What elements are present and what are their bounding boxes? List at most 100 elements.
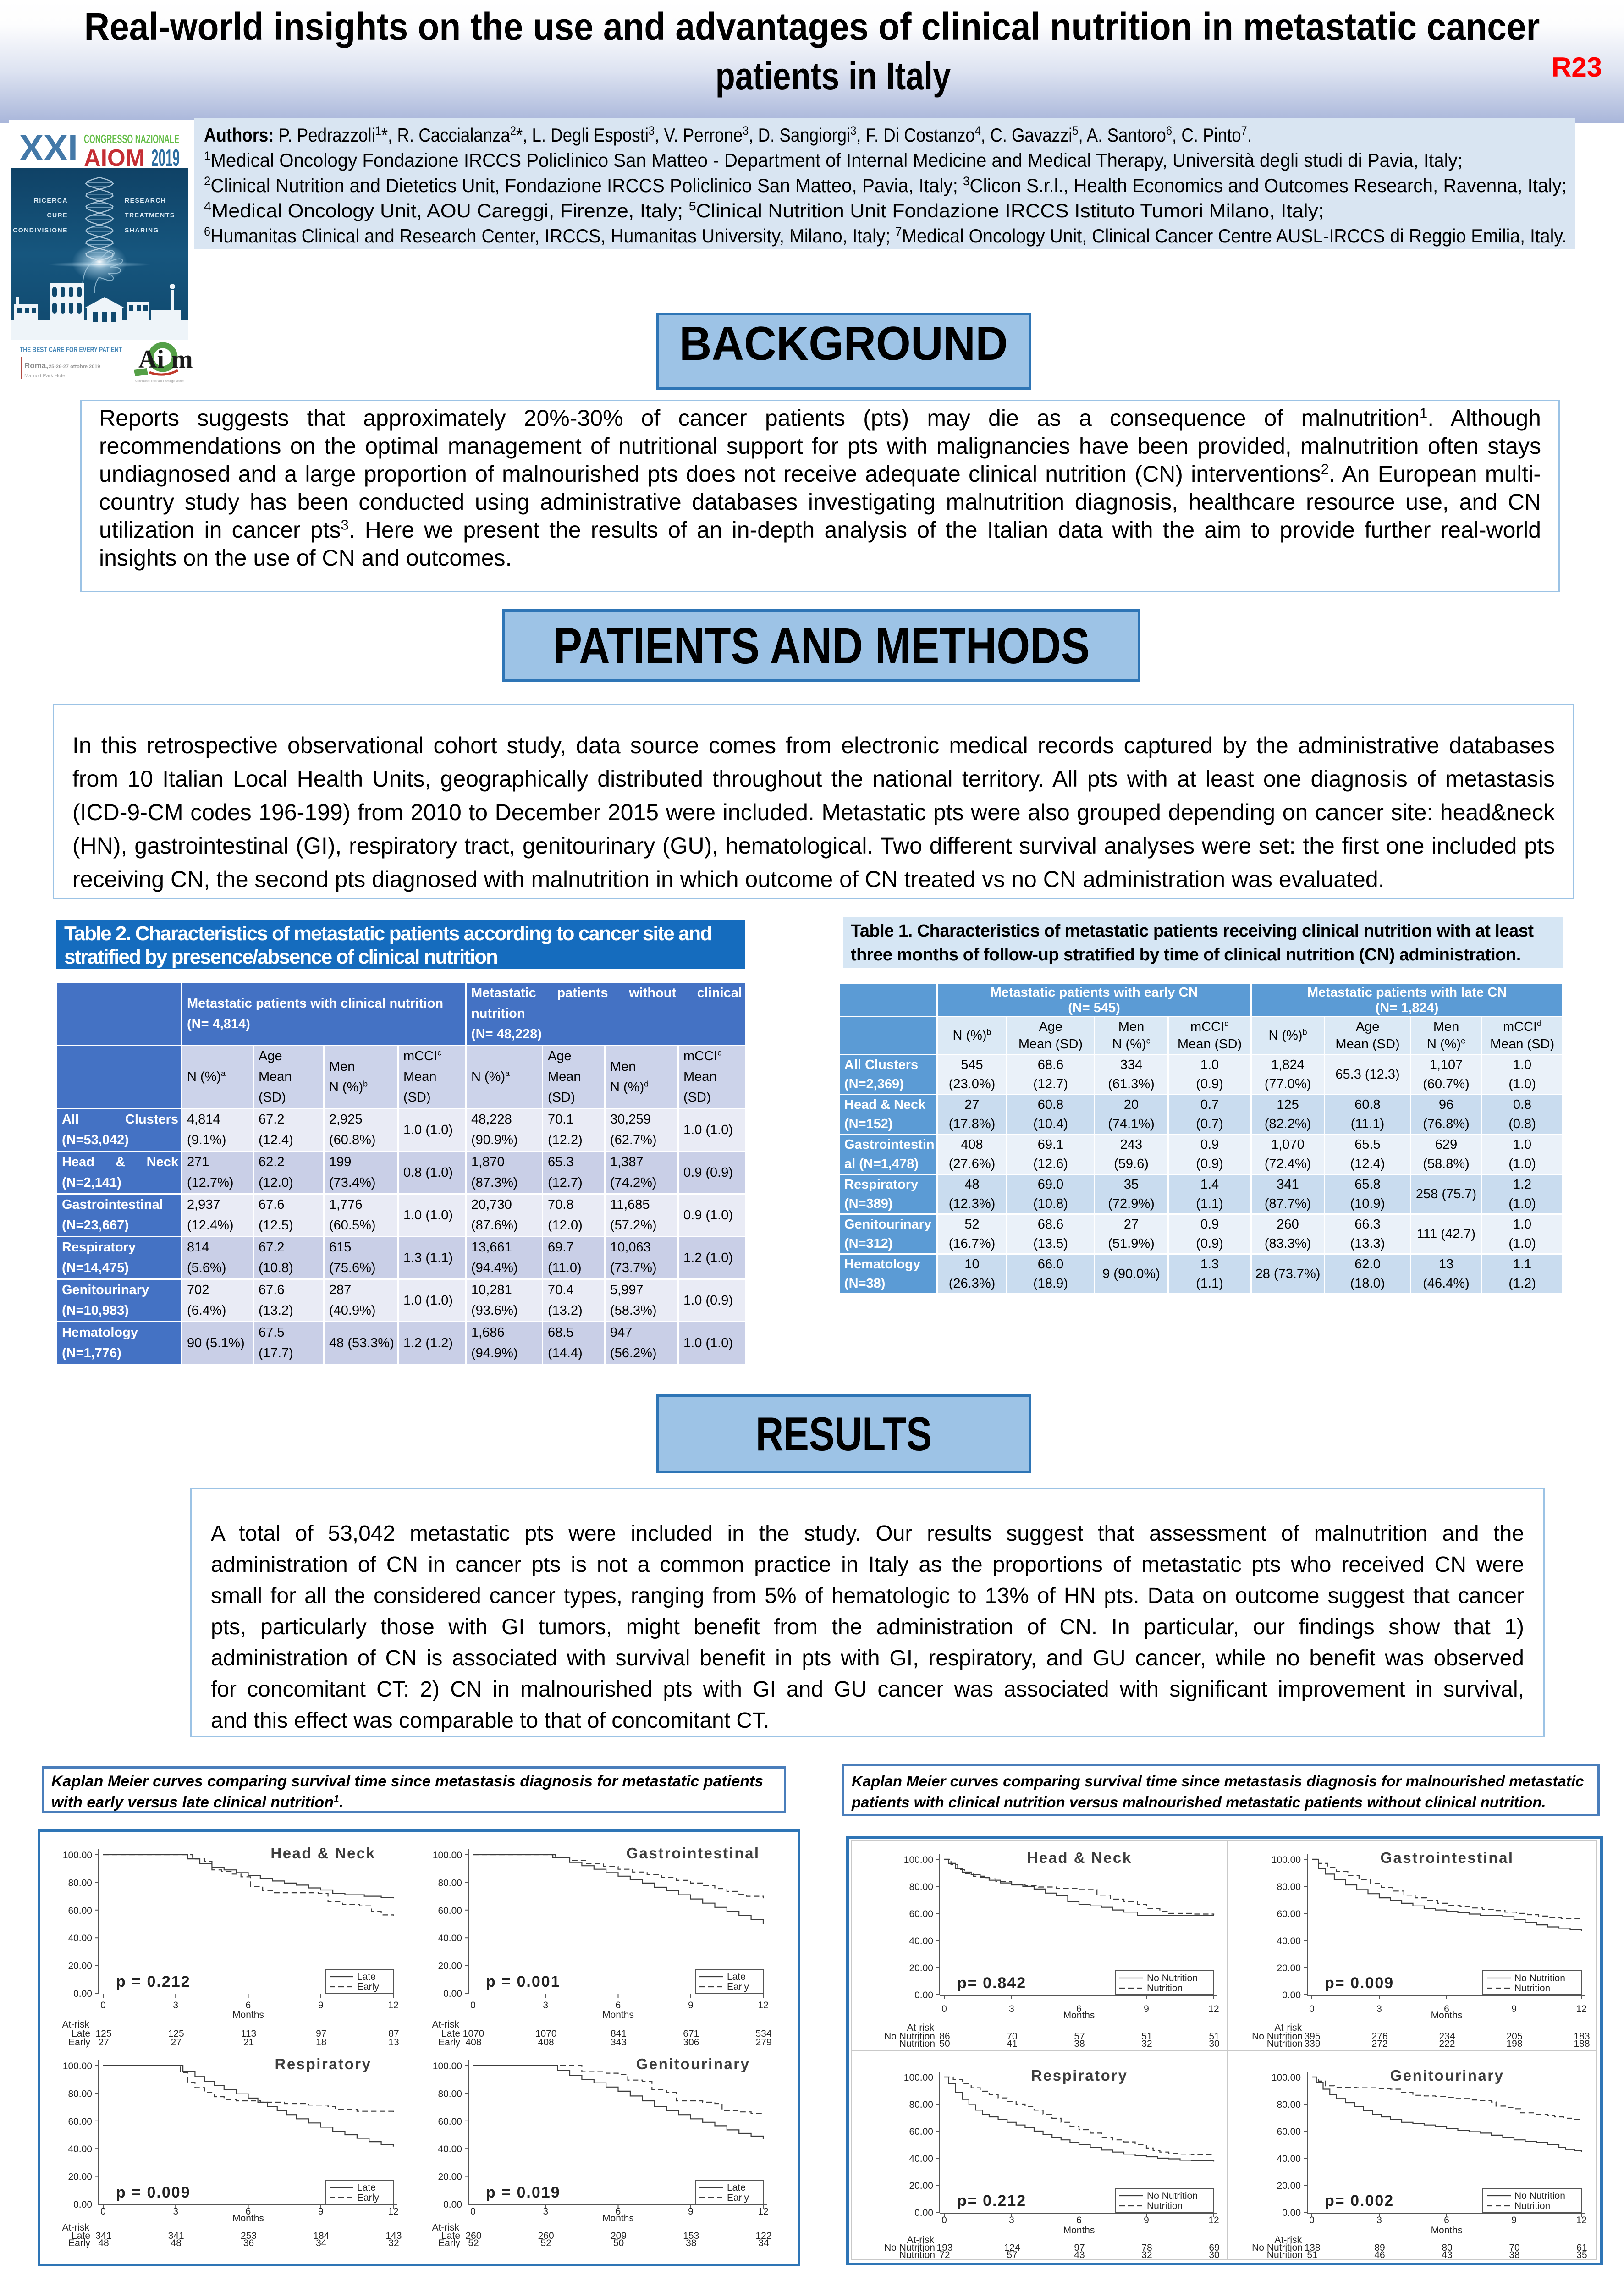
- svg-text:Genitourinary: Genitourinary: [636, 2055, 750, 2072]
- svg-text:57: 57: [1007, 2250, 1017, 2260]
- svg-text:6: 6: [1444, 2004, 1449, 2014]
- svg-text:60.00: 60.00: [68, 2116, 92, 2127]
- svg-text:341: 341: [95, 2231, 111, 2241]
- svg-text:SHARING: SHARING: [125, 226, 159, 234]
- svg-text:260: 260: [538, 2231, 554, 2241]
- svg-text:38: 38: [686, 2238, 696, 2248]
- svg-text:43: 43: [1442, 2250, 1452, 2260]
- svg-text:9: 9: [688, 2206, 694, 2217]
- svg-text:34: 34: [316, 2238, 327, 2248]
- svg-text:Late: Late: [72, 2028, 90, 2039]
- svg-text:38: 38: [1509, 2250, 1519, 2260]
- svg-text:9: 9: [318, 2000, 324, 2011]
- svg-text:48: 48: [171, 2238, 182, 2248]
- svg-text:51: 51: [1209, 2031, 1219, 2042]
- svg-text:138: 138: [1304, 2242, 1320, 2253]
- svg-text:97: 97: [316, 2028, 326, 2039]
- svg-text:80.00: 80.00: [1277, 2099, 1301, 2110]
- svg-text:60.00: 60.00: [438, 2116, 462, 2127]
- svg-text:40.00: 40.00: [909, 1936, 933, 1946]
- svg-text:Months: Months: [602, 2213, 634, 2224]
- svg-text:534: 534: [755, 2028, 771, 2039]
- svg-text:9: 9: [1511, 2004, 1517, 2014]
- svg-text:At-risk: At-risk: [1275, 2235, 1302, 2245]
- svg-text:80.00: 80.00: [438, 2088, 462, 2099]
- svg-text:CONDIVISIONE: CONDIVISIONE: [13, 226, 68, 234]
- svg-text:Early: Early: [727, 1982, 749, 1992]
- svg-text:0: 0: [941, 2004, 947, 2014]
- svg-text:CONGRESSO NAZIONALE: CONGRESSO NAZIONALE: [84, 132, 179, 146]
- svg-text:279: 279: [755, 2037, 771, 2048]
- svg-text:No Nutrition: No Nutrition: [1147, 2191, 1198, 2201]
- svg-text:0: 0: [1309, 2004, 1315, 2014]
- svg-text:At-risk: At-risk: [432, 2019, 460, 2030]
- svg-text:20.00: 20.00: [909, 1963, 933, 1973]
- svg-text:20.00: 20.00: [438, 2172, 462, 2182]
- svg-text:12: 12: [758, 2206, 768, 2217]
- svg-text:TREATMENTS: TREATMENTS: [125, 211, 175, 219]
- svg-text:3: 3: [1009, 2215, 1014, 2226]
- svg-text:Gastrointestinal: Gastrointestinal: [1380, 1849, 1514, 1866]
- svg-text:40.00: 40.00: [68, 2144, 92, 2154]
- svg-text:198: 198: [1506, 2039, 1522, 2049]
- svg-text:Respiratory: Respiratory: [1031, 2067, 1128, 2084]
- svg-text:86: 86: [939, 2031, 950, 2042]
- svg-text:41: 41: [1007, 2039, 1017, 2049]
- svg-text:46: 46: [1374, 2250, 1385, 2260]
- svg-text:6: 6: [246, 2206, 251, 2217]
- svg-text:395: 395: [1304, 2031, 1320, 2042]
- svg-text:13: 13: [388, 2037, 399, 2048]
- svg-text:Gastrointestinal: Gastrointestinal: [626, 1845, 760, 1862]
- svg-text:80.00: 80.00: [438, 1878, 462, 1888]
- svg-text:Late: Late: [357, 2182, 376, 2193]
- svg-text:No Nutrition: No Nutrition: [1252, 2031, 1303, 2042]
- svg-text:At-risk: At-risk: [62, 2019, 90, 2030]
- svg-text:276: 276: [1371, 2031, 1387, 2042]
- svg-text:20.00: 20.00: [68, 2172, 92, 2182]
- svg-text:343: 343: [611, 2037, 627, 2048]
- svg-text:25-26-27 ottobre 2019: 25-26-27 ottobre 2019: [49, 364, 100, 369]
- svg-text:Early: Early: [68, 2037, 90, 2048]
- svg-text:XXI: XXI: [19, 127, 78, 168]
- svg-text:m: m: [171, 345, 193, 374]
- svg-text:80.00: 80.00: [909, 1882, 933, 1892]
- svg-text:0: 0: [941, 2215, 947, 2226]
- svg-text:Respiratory: Respiratory: [275, 2055, 372, 2072]
- svg-text:124: 124: [1004, 2242, 1020, 2253]
- svg-text:52: 52: [468, 2238, 479, 2248]
- svg-text:125: 125: [95, 2028, 111, 2039]
- svg-text:Early: Early: [357, 2193, 379, 2203]
- svg-text:0: 0: [100, 2206, 106, 2217]
- svg-text:50: 50: [613, 2238, 624, 2248]
- svg-text:Marriott Park Hotel: Marriott Park Hotel: [24, 373, 66, 379]
- svg-text:Late: Late: [357, 1972, 376, 1982]
- svg-text:40.00: 40.00: [438, 2144, 462, 2154]
- svg-text:57: 57: [1074, 2031, 1085, 2042]
- svg-text:52: 52: [541, 2238, 551, 2248]
- svg-text:2019: 2019: [151, 145, 180, 171]
- svg-text:12: 12: [388, 2206, 398, 2217]
- svg-text:p = 0.019: p = 0.019: [486, 2184, 561, 2201]
- svg-text:0.00: 0.00: [1282, 1990, 1301, 2000]
- svg-text:Months: Months: [232, 2213, 264, 2224]
- svg-text:143: 143: [385, 2231, 402, 2241]
- svg-text:60.00: 60.00: [438, 1906, 462, 1916]
- svg-text:70: 70: [1509, 2242, 1519, 2253]
- svg-text:18: 18: [316, 2037, 326, 2048]
- svg-text:Early: Early: [68, 2238, 90, 2248]
- svg-text:61: 61: [1576, 2242, 1587, 2253]
- svg-text:0: 0: [470, 2206, 476, 2217]
- svg-text:0.00: 0.00: [73, 2199, 92, 2210]
- svg-text:Nutrition: Nutrition: [899, 2250, 935, 2260]
- svg-text:12: 12: [1208, 2215, 1219, 2226]
- svg-text:Late: Late: [727, 2182, 746, 2193]
- svg-text:40.00: 40.00: [68, 1933, 92, 1944]
- svg-text:3: 3: [173, 2000, 178, 2011]
- svg-text:32: 32: [388, 2238, 399, 2248]
- svg-text:20.00: 20.00: [438, 1961, 462, 1972]
- svg-text:193: 193: [936, 2242, 952, 2253]
- svg-text:34: 34: [758, 2238, 769, 2248]
- svg-text:0: 0: [470, 2000, 476, 2011]
- svg-text:21: 21: [243, 2037, 254, 2048]
- svg-text:9: 9: [1144, 2215, 1149, 2226]
